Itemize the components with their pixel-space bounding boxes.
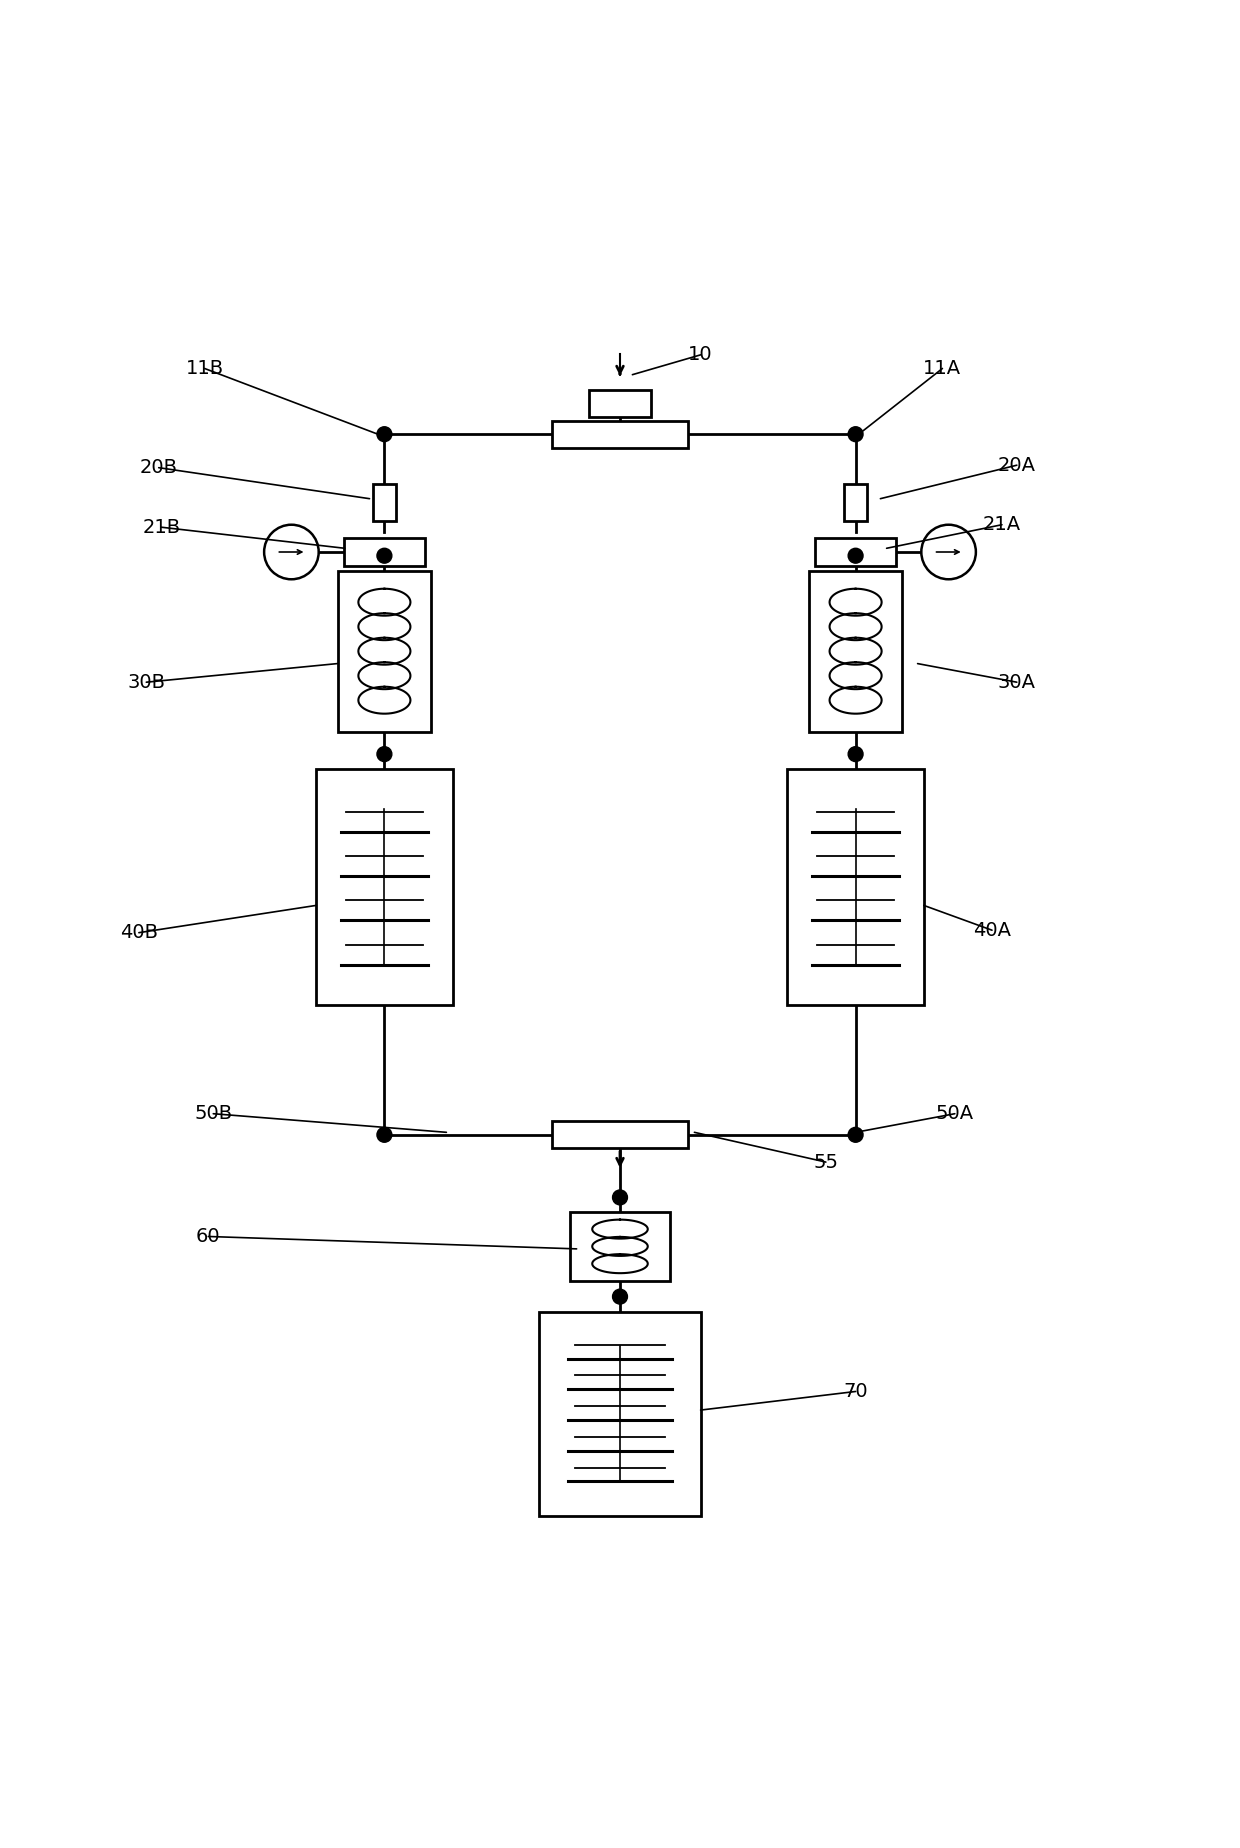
Circle shape — [848, 427, 863, 442]
Text: 50A: 50A — [936, 1105, 973, 1124]
Circle shape — [613, 1290, 627, 1305]
Text: 21B: 21B — [143, 517, 180, 536]
Text: 50B: 50B — [195, 1105, 232, 1124]
Text: 60: 60 — [196, 1227, 221, 1246]
Circle shape — [613, 1190, 627, 1205]
Bar — [589, 390, 651, 418]
Text: 20B: 20B — [140, 458, 177, 477]
Circle shape — [377, 427, 392, 442]
Circle shape — [377, 747, 392, 761]
Circle shape — [377, 1127, 392, 1142]
Circle shape — [848, 549, 863, 564]
Text: 70: 70 — [843, 1382, 868, 1401]
Bar — [816, 538, 895, 565]
Text: 11A: 11A — [924, 359, 961, 379]
Text: 55: 55 — [813, 1153, 838, 1172]
Text: 40A: 40A — [973, 920, 1011, 939]
Text: 21A: 21A — [983, 516, 1021, 534]
Text: 40B: 40B — [120, 924, 157, 942]
Bar — [337, 571, 432, 732]
Circle shape — [921, 525, 976, 578]
Bar — [808, 571, 901, 732]
Bar — [373, 484, 396, 521]
Bar — [844, 484, 867, 521]
Text: 30B: 30B — [128, 673, 165, 691]
Bar — [787, 769, 924, 1005]
Bar — [539, 1312, 701, 1515]
Circle shape — [848, 1127, 863, 1142]
Circle shape — [264, 525, 319, 578]
Circle shape — [377, 549, 392, 564]
Text: 11B: 11B — [186, 359, 223, 379]
Text: 30A: 30A — [998, 673, 1035, 691]
Bar — [552, 1122, 688, 1148]
Text: 10: 10 — [688, 346, 713, 364]
Bar — [552, 421, 688, 447]
Bar — [343, 538, 424, 565]
Bar — [316, 769, 453, 1005]
Bar — [570, 1212, 670, 1281]
Circle shape — [848, 747, 863, 761]
Text: 20A: 20A — [998, 456, 1035, 475]
